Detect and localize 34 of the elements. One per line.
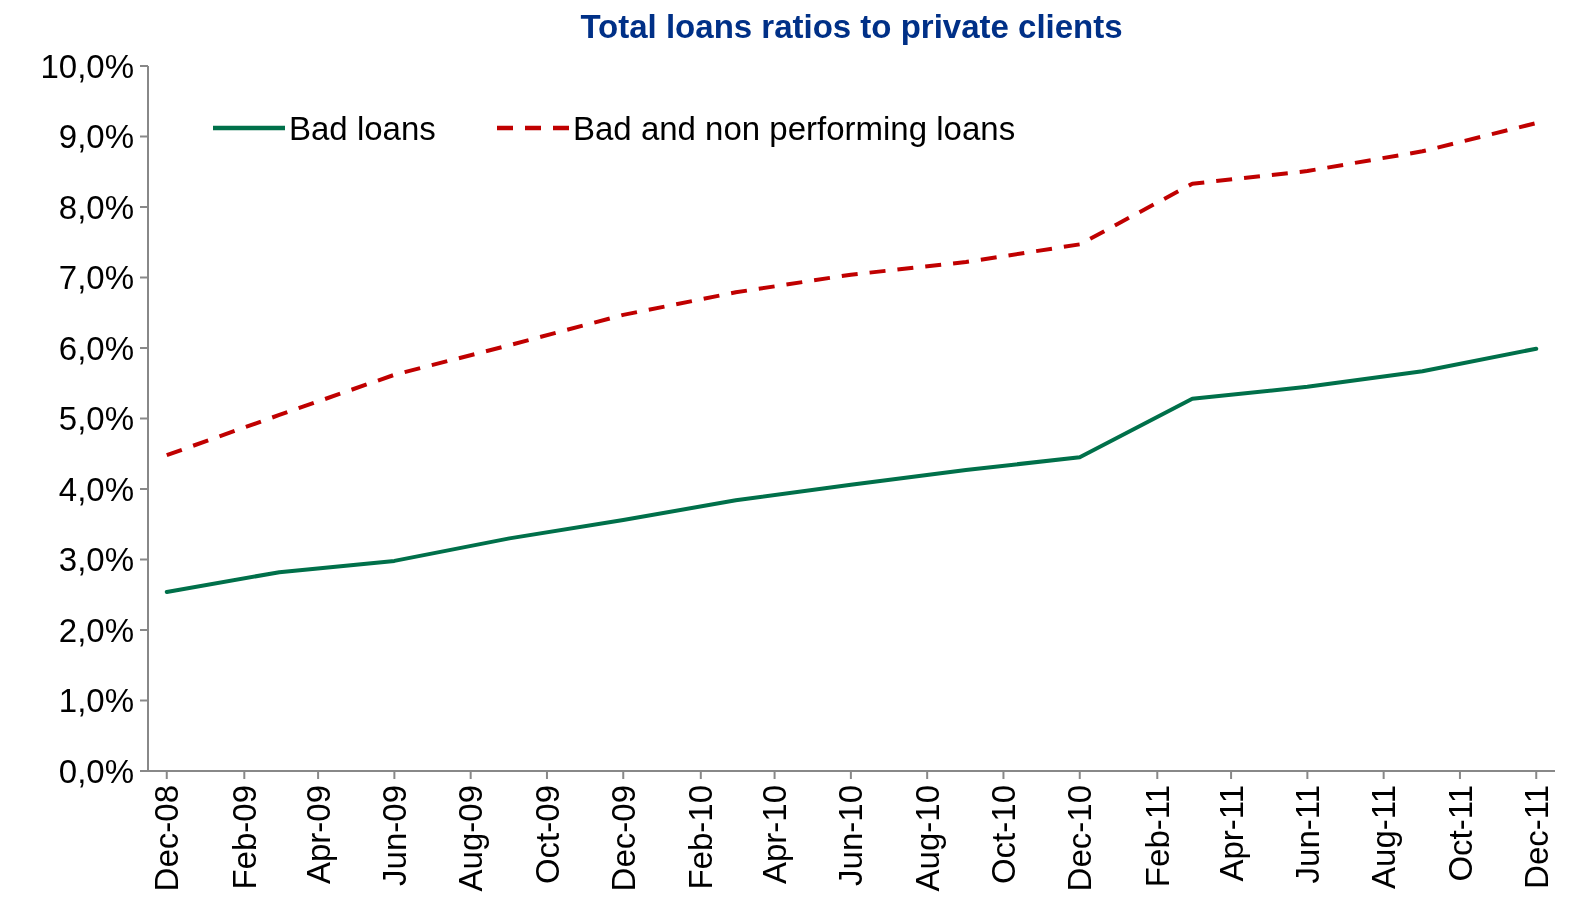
x-tick-label: Feb-09 (225, 785, 263, 890)
x-tick-label: Aug-11 (1365, 785, 1403, 889)
y-tick-label: 8,0% (58, 188, 134, 226)
line-series (164, 346, 1539, 594)
x-tick-label: Apr-10 (756, 785, 794, 885)
x-tick-label: Dec-08 (148, 785, 186, 892)
x-tick-label: Apr-09 (299, 785, 337, 885)
y-tick-label: 9,0% (58, 118, 134, 156)
y-tick-label: 10,0% (40, 47, 134, 85)
legend-label: Bad and non performing loans (573, 109, 1016, 147)
x-tick-label: Oct-10 (985, 785, 1023, 885)
x-tick-label: Feb-10 (682, 785, 720, 890)
x-tick-label: Jun-10 (832, 785, 870, 886)
x-tick-label: Aug-10 (908, 785, 946, 892)
x-tick-label: Jun-11 (1288, 785, 1326, 884)
x-tick-label: Jun-09 (375, 785, 413, 886)
y-tick-label: 2,0% (58, 611, 134, 649)
y-tick-label: 5,0% (58, 400, 134, 438)
chart-title: Total loans ratios to private clients (580, 8, 1123, 45)
legend-label: Bad loans (289, 109, 436, 147)
x-tick-label: Dec-09 (604, 785, 642, 892)
x-tick-label: Feb-11 (1138, 785, 1176, 888)
x-tick-label: Aug-09 (452, 785, 490, 892)
x-tick-label: Oct-09 (528, 785, 566, 885)
x-tick-label: Oct-11 (1441, 785, 1479, 882)
x-tick-label: Dec-11 (1517, 785, 1555, 889)
y-tick-label: 6,0% (58, 329, 134, 367)
y-tick-label: 7,0% (58, 259, 134, 297)
x-tick-label: Apr-11 (1212, 785, 1250, 882)
y-tick-label: 1,0% (58, 682, 134, 720)
y-tick-label: 4,0% (58, 470, 134, 508)
x-tick-label: Dec-10 (1061, 785, 1099, 892)
y-tick-label: 0,0% (58, 752, 134, 790)
y-tick-label: 3,0% (58, 541, 134, 579)
